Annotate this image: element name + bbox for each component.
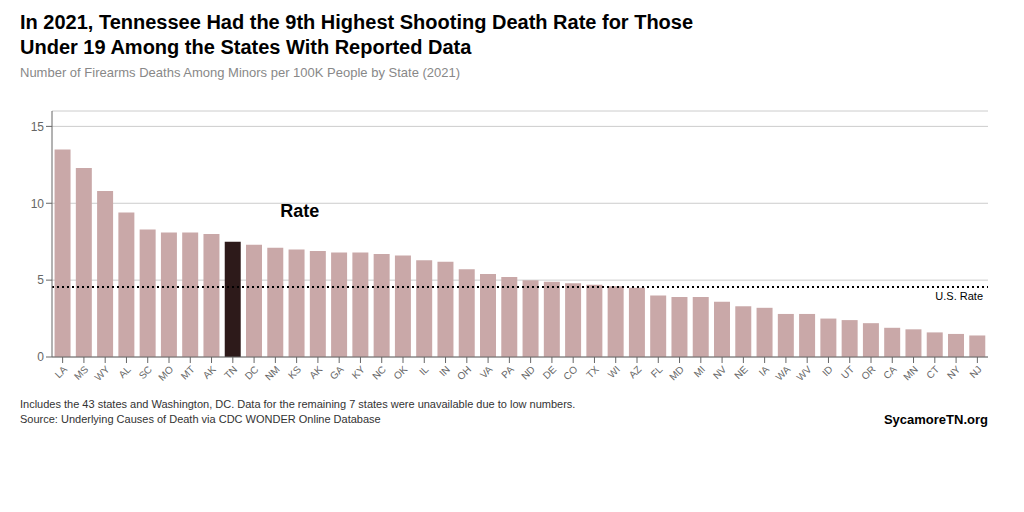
svg-text:FL: FL — [649, 363, 665, 379]
svg-text:IL: IL — [417, 363, 431, 377]
html-text:Includes the 43 states and Was: Includes the 43 states and Washington, D… — [20, 398, 576, 410]
svg-text:NJ: NJ — [967, 364, 983, 380]
svg-text:CA: CA — [881, 363, 899, 381]
html-text:Number of Firearms Deaths Amon: Number of Firearms Deaths Among Minors p… — [20, 65, 460, 80]
svg-text:MN: MN — [901, 364, 920, 383]
svg-text:TX: TX — [584, 363, 601, 380]
svg-text:SC: SC — [137, 364, 155, 382]
html-text:SycamoreTN.org: SycamoreTN.org — [884, 412, 988, 427]
svg-text:AK: AK — [201, 363, 218, 380]
svg-text:NY: NY — [945, 363, 963, 381]
svg-text:PA: PA — [499, 363, 516, 380]
svg-text:UT: UT — [839, 364, 856, 381]
svg-text:AZ: AZ — [627, 364, 644, 381]
svg-text:WI: WI — [606, 364, 622, 380]
svg-text:MD: MD — [667, 364, 686, 383]
svg-text:NV: NV — [711, 363, 729, 381]
svg-text:DC: DC — [243, 364, 261, 382]
svg-text:10: 10 — [31, 197, 45, 211]
svg-text:MO: MO — [156, 364, 175, 383]
svg-text:CO: CO — [561, 363, 580, 382]
svg-text:NE: NE — [732, 363, 750, 381]
svg-text:LA: LA — [53, 363, 70, 380]
svg-text:U.S. Rate: U.S. Rate — [935, 290, 983, 302]
svg-text:GA: GA — [328, 363, 346, 381]
svg-text:MI: MI — [692, 364, 708, 380]
svg-text:TN: TN — [222, 364, 239, 381]
svg-text:VA: VA — [478, 363, 495, 380]
svg-text:KY: KY — [350, 363, 367, 380]
svg-text:OR: OR — [859, 364, 877, 382]
svg-text:MS: MS — [72, 363, 91, 382]
svg-text:IA: IA — [757, 363, 772, 378]
svg-text:WV: WV — [794, 363, 813, 382]
svg-text:15: 15 — [31, 120, 45, 134]
svg-text:5: 5 — [37, 273, 44, 287]
svg-text:MT: MT — [179, 364, 197, 382]
svg-text:OH: OH — [455, 364, 473, 382]
svg-text:ND: ND — [519, 364, 537, 382]
svg-text:NM: NM — [263, 364, 282, 383]
svg-text:NC: NC — [370, 364, 388, 382]
html-text:Source: Underlying Causes of D: Source: Underlying Causes of Death via C… — [20, 413, 381, 425]
svg-text:OK: OK — [391, 363, 409, 381]
svg-text:Rate: Rate — [280, 201, 319, 221]
html-text:In 2021, Tennessee Had the 9th: In 2021, Tennessee Had the 9th Highest S… — [20, 11, 694, 33]
svg-text:AK: AK — [307, 363, 324, 380]
svg-text:AL: AL — [116, 363, 133, 380]
svg-text:DE: DE — [541, 363, 559, 381]
svg-text:WY: WY — [92, 363, 111, 382]
svg-text:WA: WA — [773, 363, 792, 382]
svg-text:ID: ID — [820, 364, 835, 379]
svg-text:CT: CT — [924, 364, 941, 381]
svg-text:IN: IN — [437, 364, 452, 379]
html-text:Under 19 Among the States With: Under 19 Among the States With Reported … — [20, 36, 472, 58]
svg-text:0: 0 — [37, 350, 44, 364]
svg-text:KS: KS — [286, 363, 303, 380]
